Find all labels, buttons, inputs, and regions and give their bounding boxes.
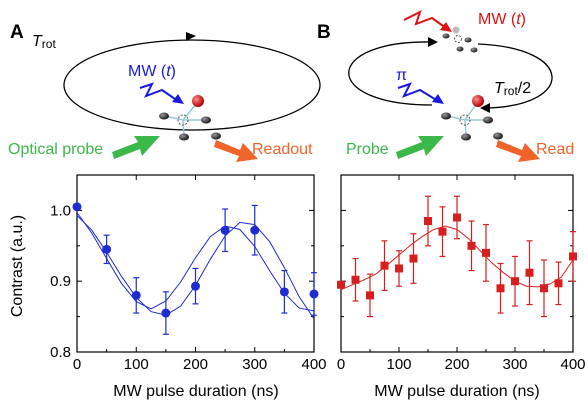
chart-b-data-point <box>366 291 374 300</box>
probe-label-b: Probe <box>346 141 389 158</box>
chart-a-x-tick-label: 200 <box>183 356 208 373</box>
y-axis-label: Contrast (a.u.) <box>9 215 26 317</box>
chart-a-data-point <box>250 225 260 235</box>
chart-b-x-tick-label: 400 <box>560 356 585 373</box>
nv-molecule-b <box>441 95 503 141</box>
chart-b-data-point <box>525 268 534 277</box>
chart-b: 0 100 200 300 400 <box>337 174 586 373</box>
mw-label-b: MW (t) <box>478 11 526 28</box>
chart-a-y-tick-label: 0.9 <box>50 273 71 290</box>
chart-a-fit-curve-1 <box>76 212 315 312</box>
cycle-label-a: Trot <box>32 33 56 51</box>
chart-a-data-point <box>220 225 230 235</box>
chart-b-data-point <box>409 254 418 263</box>
chart-a-y-tick-label: 0.8 <box>50 344 71 361</box>
cycle-loop-a <box>63 39 321 131</box>
chart-b-data-point <box>511 277 519 286</box>
mw-arrowhead-b <box>440 22 452 32</box>
cycle-loop-b-left <box>348 41 433 106</box>
chart-b-data-point <box>453 213 461 222</box>
chart-a-data-point <box>102 244 112 254</box>
readout-label-a: Readout <box>252 141 313 158</box>
pi-label-b: π <box>396 67 407 84</box>
chart-a-data-point <box>191 281 200 291</box>
nv-molecule-b-top <box>442 26 478 53</box>
chart-a-y-tick-label: 1.0 <box>50 202 71 219</box>
readout-label-b: Read <box>536 141 574 158</box>
chart-b-data-point <box>554 279 563 288</box>
chart-a-data-point <box>72 202 82 212</box>
chart-b-data-point <box>380 261 389 270</box>
chart-a-x-tick-label: 400 <box>301 356 326 373</box>
chart-b-x-tick-label: 300 <box>502 356 527 373</box>
chart-b-data-point <box>569 252 577 261</box>
chart-b-x-tick-label: 0 <box>337 356 345 373</box>
x-axis-label-b: MW pulse duration (ns) <box>374 383 539 400</box>
chart-a-x-tick-label: 100 <box>124 356 149 373</box>
chart-b-data-point <box>351 275 360 284</box>
chart-b-data-point <box>467 241 476 250</box>
x-axis-label-a: MW pulse duration (ns) <box>113 383 278 400</box>
chart-b-x-tick-label: 100 <box>386 356 411 373</box>
chart-a-x-tick-label: 0 <box>73 356 81 373</box>
chart-a: 0 100 200 300 400 0.8 0.9 1.0 <box>50 174 327 373</box>
panel-letter-a: A <box>10 22 24 43</box>
chart-b-data-point <box>540 284 548 293</box>
chart-b-data-point <box>438 227 447 236</box>
chart-b-data-point <box>424 217 432 226</box>
chart-a-plot-frame <box>76 174 315 353</box>
chart-a-data-point <box>161 308 171 318</box>
pi-arrowhead-b <box>432 94 444 104</box>
cycle-arrowhead-a <box>186 32 196 41</box>
cycle-arrowhead-b-top <box>428 37 438 47</box>
chart-a-data-point <box>279 287 289 297</box>
chart-b-x-tick-label: 200 <box>444 356 469 373</box>
chart-b-data-point <box>337 280 345 289</box>
chart-a-data-point <box>131 290 141 300</box>
cycle-loop-b-right <box>477 43 553 109</box>
cycle-arrowhead-b-bottom <box>480 103 490 113</box>
mw-zigzag-b <box>403 10 447 29</box>
nv-molecule-a <box>159 95 221 141</box>
panel-a-schematic: A Trot MW (t) Optical probe <box>8 22 321 162</box>
mw-arrowhead-a <box>172 94 184 104</box>
probe-arrow-b <box>396 136 444 159</box>
readout-arrow-a <box>214 140 258 162</box>
mw-zigzag-a <box>139 82 179 102</box>
readout-arrow-b <box>496 140 540 162</box>
mw-label-a: MW (t) <box>128 63 176 80</box>
cycle-label-b: Trot/2 <box>494 80 531 98</box>
panel-b-schematic: B MW (t) Trot/2 π <box>317 10 574 162</box>
chart-b-data-point <box>482 248 490 257</box>
pi-zigzag-b <box>397 82 439 102</box>
chart-b-data-point <box>395 264 403 273</box>
chart-a-data-point <box>309 289 319 299</box>
chart-b-data-point <box>496 284 505 293</box>
chart-a-x-tick-label: 300 <box>242 356 267 373</box>
probe-label-a: Optical probe <box>8 141 103 158</box>
probe-arrow-a <box>112 136 160 159</box>
panel-letter-b: B <box>317 22 331 43</box>
